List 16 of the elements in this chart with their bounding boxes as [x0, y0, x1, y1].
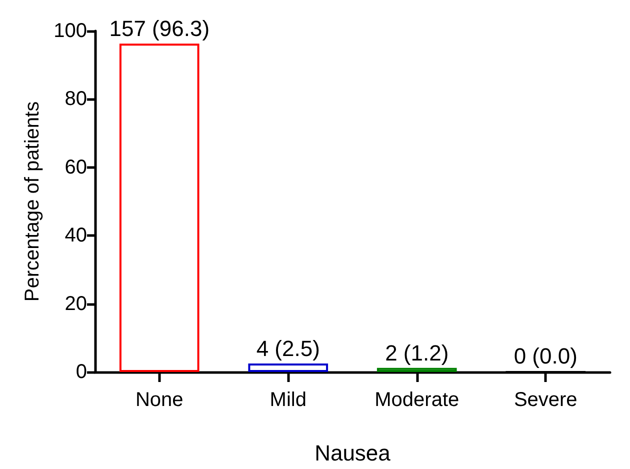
data-label: 0 (0.0): [514, 344, 578, 368]
y-tick-label: 20: [64, 292, 87, 315]
y-tick-label: 40: [64, 224, 87, 247]
y-tick-label: 0: [76, 361, 87, 383]
data-label: 4 (2.5): [256, 336, 320, 361]
x-tick-label: Moderate: [374, 389, 460, 411]
x-tick-label: Mild: [270, 389, 306, 411]
y-tick-label: 100: [54, 20, 87, 42]
data-label: 157 (96.3): [109, 16, 210, 42]
x-tick-label: Severe: [514, 389, 578, 411]
x-tick-label: None: [135, 389, 184, 411]
y-axis-title: Percentage of patients: [22, 101, 44, 302]
x-axis-title: Nausea: [314, 440, 392, 466]
y-tick-label: 80: [64, 88, 87, 110]
data-label: 2 (1.2): [385, 340, 449, 366]
y-tick-label: 60: [64, 156, 87, 178]
